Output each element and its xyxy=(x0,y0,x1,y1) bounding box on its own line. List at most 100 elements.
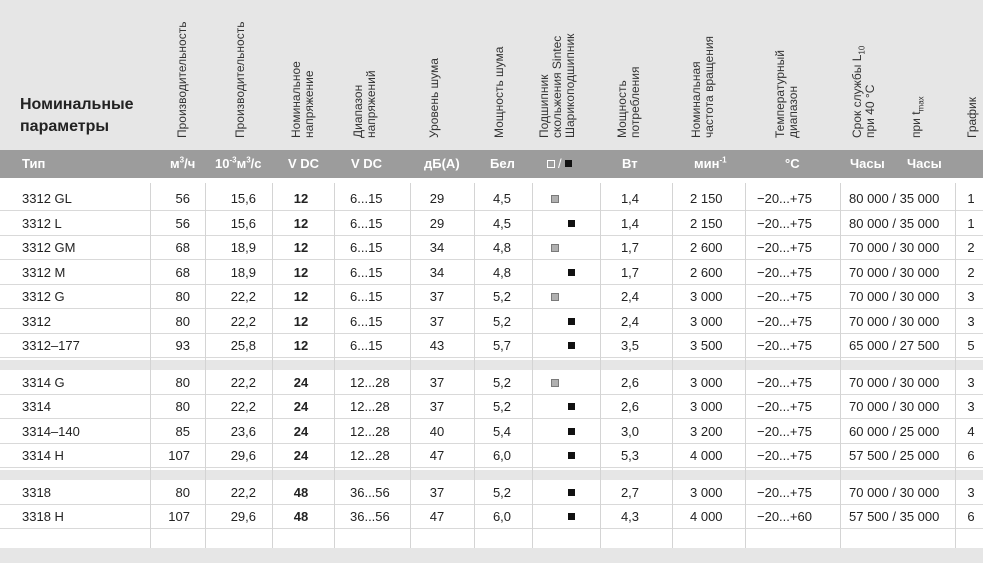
unit-voltage: V DC xyxy=(288,156,320,171)
cell-speed: 2 150 xyxy=(690,191,723,206)
ball-bearing-icon xyxy=(568,427,575,435)
column-divider xyxy=(600,183,601,553)
cell-graph: 1 xyxy=(967,215,975,231)
cell-range: 6...15 xyxy=(350,240,383,255)
sintec-bearing-icon xyxy=(551,378,559,387)
header-flow-m3h: Производительность xyxy=(175,21,189,138)
cell-range: 6...15 xyxy=(350,289,383,304)
cell-noise-level: 47 xyxy=(429,448,445,463)
cell-graph: 6 xyxy=(967,509,975,524)
table-row: 3312 G 80 22,2 12 6...15 37 5,2 2,4 3 000 −20...+… xyxy=(0,285,983,309)
ball-bearing-icon xyxy=(568,513,575,520)
units-bar xyxy=(0,150,983,178)
cell-range: 12...28 xyxy=(350,374,390,390)
cell-voltage: 24 xyxy=(293,448,309,463)
header-noise-power: Мощность шума xyxy=(492,46,506,138)
cell-range: 6...15 xyxy=(350,191,383,206)
cell-flow1: 107 xyxy=(168,448,190,463)
cell-temp: −20...+75 xyxy=(757,215,812,231)
cell-speed: 2 150 xyxy=(690,215,723,231)
cell-noise-level: 47 xyxy=(429,509,445,524)
cell-life: 80 000 / 35 000 xyxy=(849,215,940,231)
cell-flow1: 107 xyxy=(168,509,190,524)
cell-speed: 2 600 xyxy=(690,264,723,280)
cell-type: 3312 GM xyxy=(22,240,76,255)
table-row: 3318 80 22,2 48 36...56 37 5,2 2,7 3 000 −20...+7… xyxy=(0,481,983,505)
cell-temp: −20...+75 xyxy=(757,338,812,353)
cell-noise-power: 4,5 xyxy=(492,191,512,206)
cell-noise-level: 34 xyxy=(429,264,445,280)
cell-speed: 2 600 xyxy=(690,240,723,255)
table-row: 3312–177 93 25,8 12 6...15 43 5,7 3,5 3 500 −20..… xyxy=(0,334,983,358)
column-divider xyxy=(334,183,335,553)
unit-life-tmax: Часы xyxy=(907,156,942,171)
nominal-params-title: Номинальные параметры xyxy=(20,94,160,138)
column-divider xyxy=(840,183,841,553)
ball-bearing-icon xyxy=(568,268,575,276)
header-voltage: Номинальное напряжение xyxy=(289,61,316,138)
title-line-2: параметры xyxy=(20,118,110,135)
cell-speed: 4 000 xyxy=(690,509,723,524)
ball-bearing-icon xyxy=(568,488,575,496)
cell-temp: −20...+75 xyxy=(757,423,812,439)
cell-noise-power: 5,2 xyxy=(492,374,512,390)
cell-flow1: 85 xyxy=(175,423,190,439)
cell-temp: −20...+75 xyxy=(757,289,812,304)
column-divider xyxy=(672,183,673,553)
cell-noise-level: 29 xyxy=(429,215,445,231)
table-row: 3312 80 22,2 12 6...15 37 5,2 2,4 3 000 −20...+75… xyxy=(0,310,983,334)
cell-noise-power: 4,8 xyxy=(492,240,512,255)
ball-bearing-icon xyxy=(568,219,575,227)
cell-speed: 3 000 xyxy=(690,374,723,390)
cell-noise-power: 5,2 xyxy=(492,289,512,304)
column-divider xyxy=(272,183,273,553)
cell-voltage: 12 xyxy=(293,215,309,231)
cell-flow1: 56 xyxy=(175,215,190,231)
column-divider xyxy=(532,183,533,553)
cell-graph: 2 xyxy=(967,264,975,280)
ball-marker-icon xyxy=(564,160,572,168)
unit-bearing: / xyxy=(547,150,572,178)
cell-graph: 3 xyxy=(967,399,975,414)
cell-noise-level: 43 xyxy=(429,338,445,353)
header-graph: График xyxy=(965,97,979,138)
cell-flow2: 22,2 xyxy=(230,313,256,329)
cell-flow2: 15,6 xyxy=(230,215,256,231)
cell-range: 12...28 xyxy=(350,399,390,414)
cell-type: 3314 G xyxy=(22,374,65,390)
cell-power: 2,6 xyxy=(620,374,640,390)
cell-flow1: 80 xyxy=(175,484,190,500)
cell-power: 1,4 xyxy=(620,215,640,231)
cell-power: 3,0 xyxy=(620,423,640,439)
cell-temp: −20...+75 xyxy=(757,313,812,329)
column-divider xyxy=(474,183,475,553)
cell-noise-level: 29 xyxy=(429,191,445,206)
cell-temp: −20...+75 xyxy=(757,191,812,206)
cell-temp: −20...+75 xyxy=(757,399,812,414)
cell-life: 70 000 / 30 000 xyxy=(849,374,940,390)
cell-life: 65 000 / 27 500 xyxy=(849,338,940,353)
cell-noise-power: 6,0 xyxy=(492,448,512,463)
table-row: 3312 GL 56 15,6 12 6...15 29 4,5 1,4 2 150 −20...… xyxy=(0,187,983,211)
title-line-1: Номинальные xyxy=(20,96,134,113)
cell-range: 12...28 xyxy=(350,448,390,463)
cell-voltage: 12 xyxy=(293,191,309,206)
cell-flow1: 80 xyxy=(175,399,190,414)
unit-noise-level: дБ(А) xyxy=(424,156,460,171)
header-speed: Номинальная частота вращения xyxy=(689,35,716,138)
sintec-bearing-icon xyxy=(551,244,559,252)
unit-flow-m3s: 10-3м3/с xyxy=(215,155,262,171)
column-divider xyxy=(205,183,206,553)
cell-flow2: 22,2 xyxy=(230,289,256,304)
cell-flow2: 18,9 xyxy=(230,240,256,255)
header-noise-level: Уровень шума xyxy=(427,58,441,138)
cell-power: 5,3 xyxy=(620,448,640,463)
unit-speed: мин-1 xyxy=(694,155,727,171)
cell-range: 12...28 xyxy=(350,423,390,439)
cell-power: 1,7 xyxy=(620,264,640,280)
cell-noise-level: 37 xyxy=(429,484,445,500)
cell-voltage: 12 xyxy=(293,313,309,329)
cell-noise-power: 4,8 xyxy=(492,264,512,280)
header-bearing: Подшипник скольжения Sintec Шарикоподшипни… xyxy=(537,33,577,138)
unit-flow-m3h: м3/ч xyxy=(170,155,196,171)
